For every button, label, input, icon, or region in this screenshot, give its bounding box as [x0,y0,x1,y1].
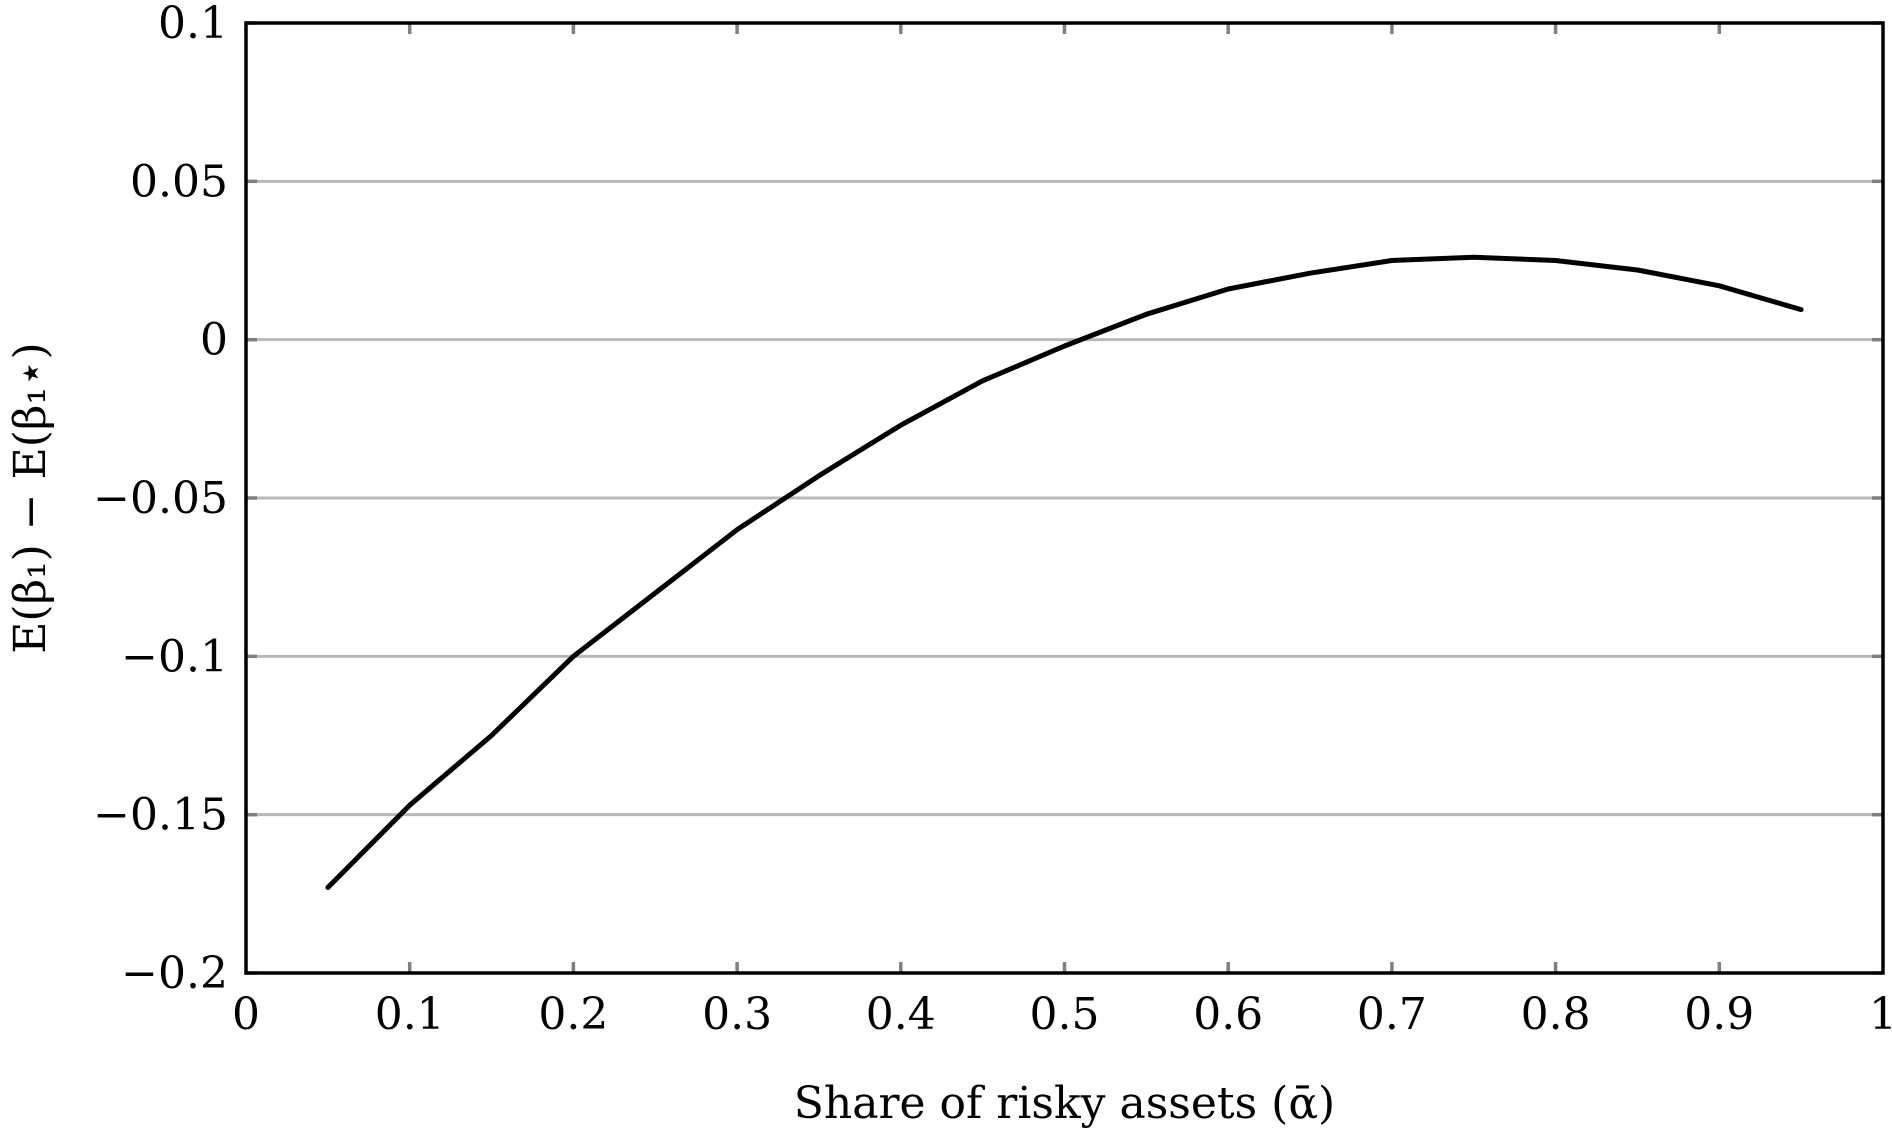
series-line [325,254,1804,890]
x-tick-label: 0.7 [1357,989,1427,1040]
y-tick-label: 0 [200,315,228,366]
x-tick-label: 0 [232,989,260,1040]
y-tick-label: −0.15 [93,790,228,841]
series-group [325,254,1804,890]
y-axis-ticks: 0.1 0.05 0 −0.05 −0.1 −0.15 −0.2 [93,0,1883,999]
x-tick-label: 0.9 [1684,989,1754,1040]
x-tick-label: 0.3 [702,989,772,1040]
y-tick-label: −0.2 [121,948,228,999]
x-axis-ticks: 0 0.1 0.2 0.3 0.4 0.5 0.6 0.7 0.8 0.9 1 [232,23,1892,1040]
x-tick-label: 0.8 [1521,989,1591,1040]
x-tick-label: 1 [1869,989,1892,1040]
y-tick-label: 0.05 [130,156,228,207]
x-tick-label: 0.4 [866,989,936,1040]
x-tick-label: 0.6 [1193,989,1263,1040]
y-axis-label: E(β₁) − E(β₁⋆) [5,342,56,653]
plot-frame [244,21,1885,975]
x-axis-label: Share of risky assets (ᾱ) [794,1078,1335,1129]
x-tick-label: 0.5 [1030,989,1100,1040]
y-tick-label: −0.05 [93,473,228,524]
y-tick-label: −0.1 [121,631,228,682]
x-tick-label: 0.2 [538,989,608,1040]
y-gridlines [246,179,1883,817]
x-tick-label: 0.1 [375,989,445,1040]
y-tick-label: 0.1 [158,0,228,49]
